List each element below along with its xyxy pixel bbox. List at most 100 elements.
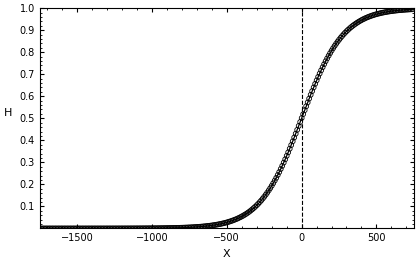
Point: [391, 9, 398, 13]
Point: [260, 196, 266, 201]
Point: [207, 224, 214, 228]
Point: [168, 226, 175, 230]
Point: [127, 226, 134, 230]
Point: [384, 10, 390, 14]
Point: [274, 173, 281, 177]
Point: [220, 221, 227, 225]
Point: [204, 224, 211, 228]
Point: [108, 226, 115, 230]
Point: [65, 226, 71, 230]
Point: [315, 75, 321, 79]
Point: [63, 226, 70, 230]
Point: [137, 226, 143, 230]
Point: [75, 226, 82, 230]
Point: [267, 186, 274, 190]
Point: [123, 226, 130, 230]
Point: [44, 226, 51, 230]
Point: [69, 226, 76, 230]
Point: [357, 19, 363, 23]
Point: [393, 8, 399, 13]
Point: [57, 226, 64, 230]
Point: [185, 225, 191, 230]
Point: [390, 9, 396, 13]
Point: [235, 216, 242, 220]
Point: [81, 226, 88, 230]
Point: [162, 226, 169, 230]
Point: [107, 226, 113, 230]
Point: [152, 226, 158, 230]
Point: [158, 226, 164, 230]
Point: [181, 225, 188, 230]
Point: [141, 226, 148, 230]
Point: [318, 68, 324, 72]
Point: [286, 146, 293, 151]
Point: [161, 226, 167, 230]
Point: [271, 179, 278, 183]
Point: [147, 226, 154, 230]
Point: [342, 31, 349, 35]
Point: [170, 226, 176, 230]
Point: [96, 226, 103, 230]
Point: [351, 23, 357, 27]
Point: [261, 195, 268, 199]
Point: [93, 226, 100, 230]
Point: [304, 100, 311, 104]
Point: [279, 164, 285, 168]
Point: [125, 226, 131, 230]
Point: [289, 139, 296, 143]
Point: [36, 226, 43, 231]
Point: [247, 208, 254, 213]
Point: [50, 226, 56, 230]
Point: [376, 11, 383, 16]
Point: [234, 216, 241, 221]
Point: [325, 54, 332, 58]
Point: [328, 48, 335, 53]
Point: [361, 17, 368, 21]
Point: [291, 135, 298, 140]
Point: [171, 226, 178, 230]
Point: [216, 222, 223, 226]
Point: [42, 226, 49, 231]
Point: [144, 226, 151, 230]
Point: [54, 226, 61, 230]
Point: [348, 25, 354, 29]
Point: [258, 198, 265, 203]
Point: [330, 46, 336, 50]
Point: [399, 8, 405, 12]
Point: [388, 9, 395, 13]
Point: [217, 222, 224, 226]
Point: [268, 184, 275, 188]
Point: [111, 226, 118, 230]
Point: [104, 226, 110, 230]
Point: [298, 116, 305, 120]
Point: [56, 226, 63, 230]
Point: [165, 226, 172, 230]
Point: [396, 8, 403, 12]
Point: [346, 26, 353, 31]
Point: [273, 176, 280, 180]
Point: [363, 16, 370, 20]
Point: [196, 225, 203, 229]
Point: [89, 226, 95, 230]
Point: [245, 211, 251, 215]
Point: [191, 225, 197, 229]
Point: [199, 224, 206, 229]
Point: [198, 225, 205, 229]
Point: [174, 226, 181, 230]
Point: [135, 226, 142, 230]
Point: [145, 226, 152, 230]
Point: [319, 65, 326, 69]
Point: [402, 8, 408, 12]
Point: [210, 223, 217, 227]
Point: [229, 218, 236, 222]
Point: [385, 9, 392, 14]
Point: [337, 36, 344, 40]
Point: [288, 143, 295, 147]
Point: [253, 203, 260, 207]
Point: [192, 225, 199, 229]
Point: [405, 7, 411, 12]
Point: [77, 226, 84, 230]
Point: [255, 201, 262, 206]
Point: [72, 226, 79, 230]
Point: [370, 13, 377, 17]
